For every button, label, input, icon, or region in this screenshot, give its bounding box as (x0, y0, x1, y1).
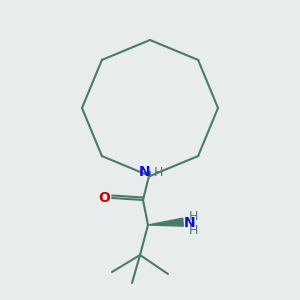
Polygon shape (148, 218, 183, 226)
Text: H: H (153, 166, 163, 178)
Text: N: N (184, 216, 196, 230)
Text: N: N (139, 165, 151, 179)
Text: O: O (98, 191, 110, 205)
Text: H: H (188, 209, 198, 223)
Text: H: H (188, 224, 198, 236)
